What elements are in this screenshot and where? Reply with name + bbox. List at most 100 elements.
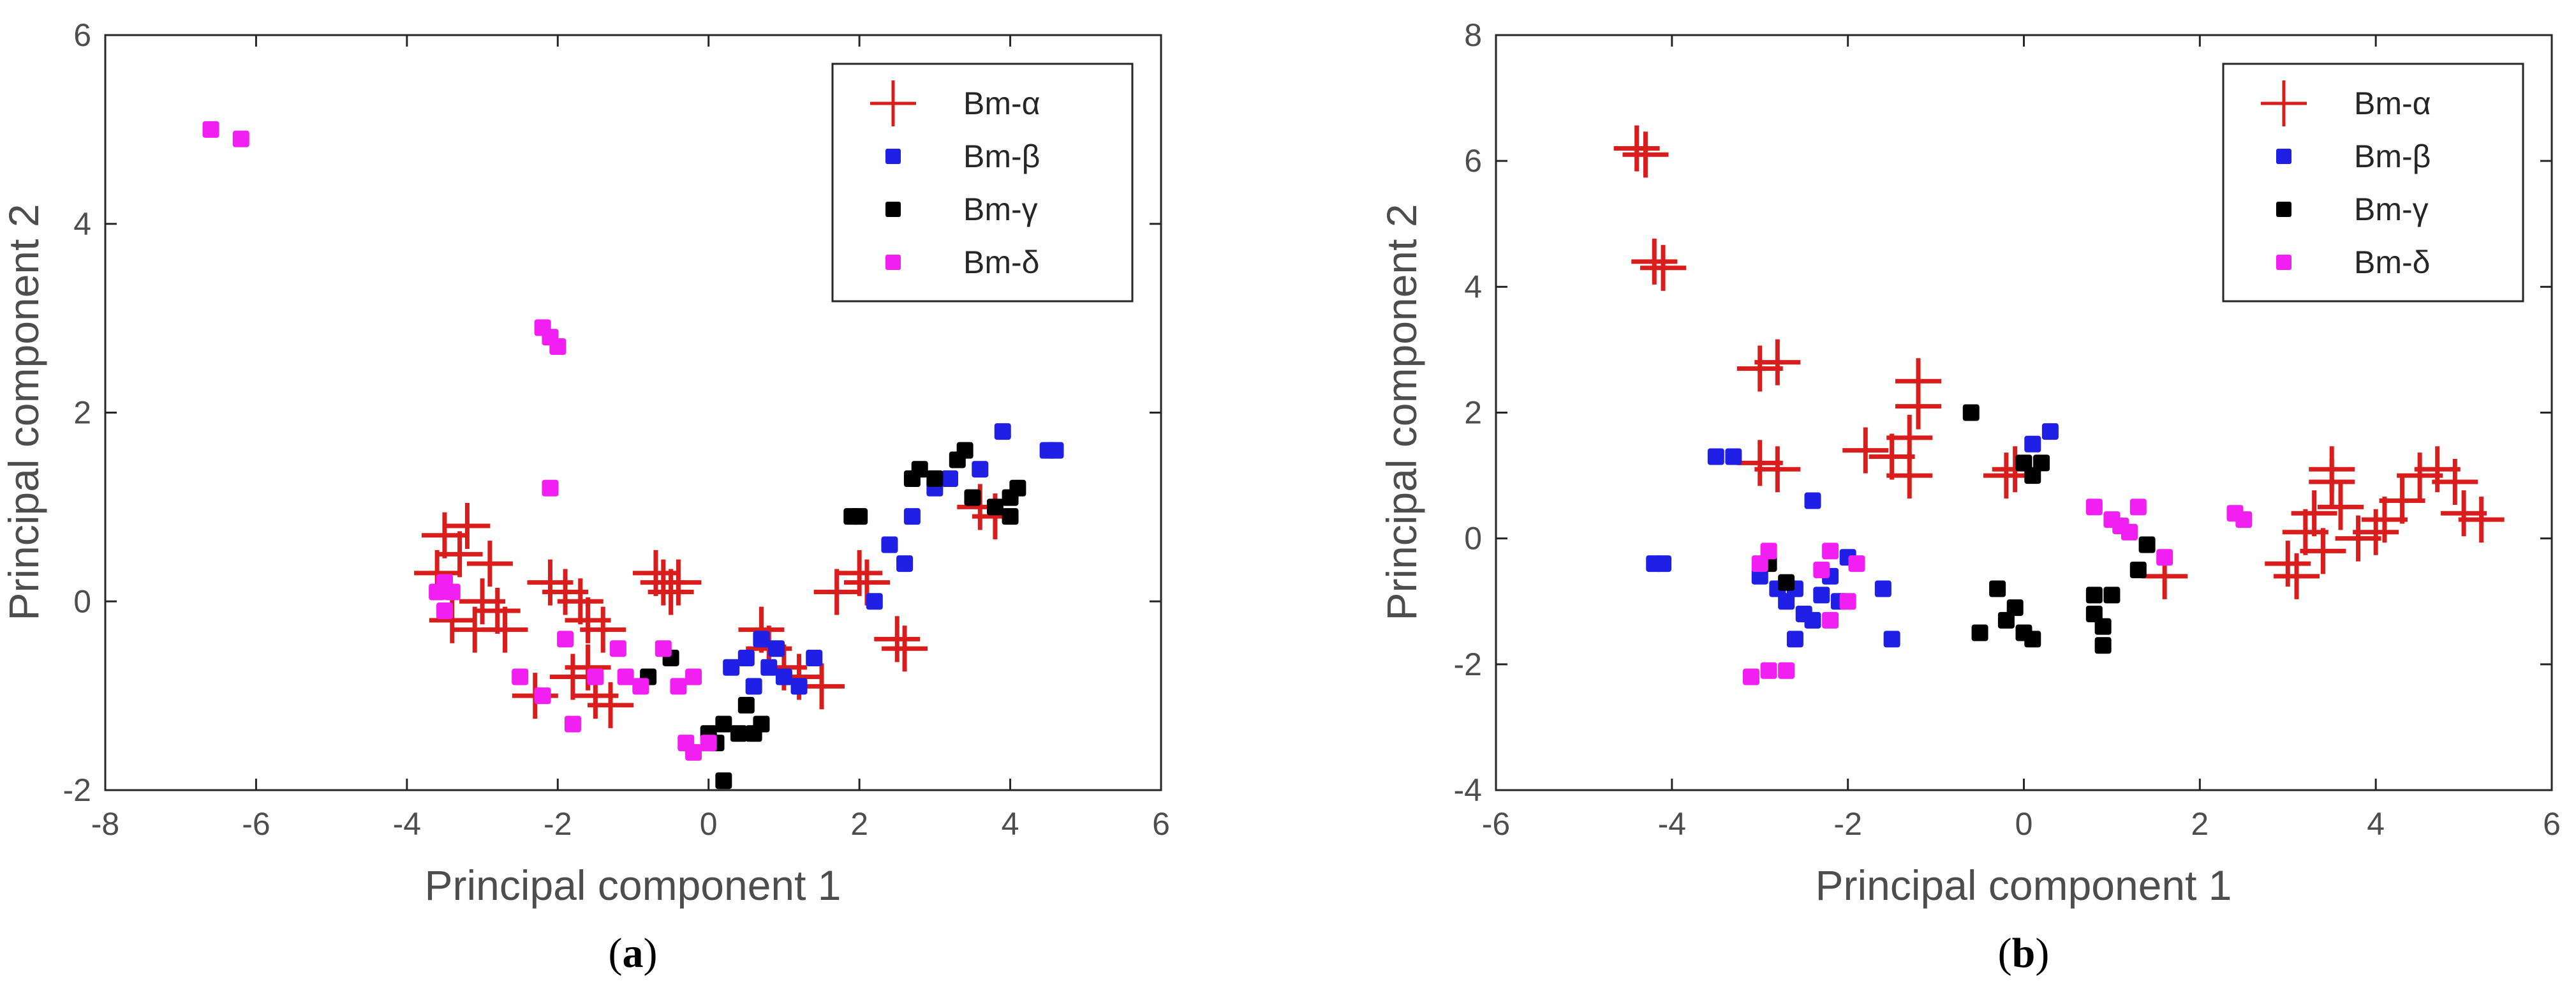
point-alpha-b-22 — [2309, 446, 2355, 493]
y-tick-label-b-0: -4 — [1454, 772, 1482, 808]
x-tick-label-b-0: -6 — [1482, 806, 1510, 842]
point-beta-b-2 — [1707, 448, 1724, 465]
point-gamma-b-1 — [2015, 454, 2032, 472]
legend-label-delta-b: Bm-δ — [2354, 244, 2430, 280]
legend-marker-gamma-a — [885, 202, 901, 217]
point-beta-b-18 — [2041, 423, 2059, 440]
point-gamma-b-9 — [1971, 624, 1988, 641]
point-beta-b-4 — [1751, 567, 1768, 585]
point-delta-a-10 — [512, 668, 529, 685]
point-delta-a-16 — [655, 640, 672, 657]
point-alpha-a-13 — [557, 578, 603, 625]
point-beta-b-10 — [1813, 587, 1830, 604]
x-axis-label-b: Principal component 1 — [1815, 862, 2232, 909]
point-alpha-b-32 — [2458, 497, 2505, 543]
y-tick-label-b-3: 2 — [1464, 395, 1482, 431]
y-tick-label-b-2: 0 — [1464, 521, 1482, 557]
point-delta-b-5 — [1813, 561, 1830, 578]
point-alpha-b-24 — [2335, 515, 2381, 562]
point-delta-b-10 — [2085, 498, 2103, 516]
x-tick-label-a-2: -4 — [393, 806, 421, 842]
point-beta-a-14 — [972, 461, 989, 478]
point-alpha-b-25 — [2353, 509, 2399, 555]
axes-a: -8 -6 -4 -2 0 2 4 6 -2 0 2 4 6 — [63, 17, 1170, 842]
point-beta-b-15 — [1883, 631, 1900, 648]
point-gamma-b-8 — [2024, 631, 2041, 648]
y-tick-label-b-4: 4 — [1464, 269, 1482, 304]
point-alpha-a-15 — [580, 606, 626, 653]
point-gamma-b-0 — [1962, 404, 1980, 421]
x-tick-label-b-4: 2 — [2191, 806, 2209, 842]
point-alpha-b-30 — [2432, 458, 2478, 505]
point-alpha-b-20 — [2291, 490, 2337, 537]
point-delta-b-13 — [2121, 523, 2138, 541]
point-gamma-a-9 — [851, 508, 868, 525]
point-alpha-b-18 — [2274, 553, 2320, 599]
point-delta-a-23 — [617, 668, 634, 685]
point-gamma-a-16 — [986, 498, 1003, 516]
point-beta-a-15 — [994, 423, 1011, 440]
legend-marker-beta-b — [2276, 149, 2291, 164]
point-beta-a-9 — [866, 593, 883, 610]
point-alpha-a-22 — [648, 569, 694, 615]
point-alpha-a-9 — [466, 541, 513, 587]
point-gamma-b-15 — [2129, 561, 2147, 578]
legend-label-alpha-b: Bm-α — [2354, 86, 2431, 121]
x-tick-label-a-4: 0 — [700, 806, 718, 842]
point-alpha-b-17 — [2265, 541, 2311, 587]
point-beta-a-0 — [723, 659, 740, 676]
point-alpha-b-33 — [2300, 528, 2346, 574]
legend-marker-alpha-b — [2261, 80, 2307, 126]
point-delta-a-5 — [542, 479, 559, 497]
point-alpha-b-3 — [1640, 244, 1687, 291]
point-alpha-b-7 — [1754, 446, 1801, 493]
point-alpha-b-9 — [1869, 433, 1915, 480]
point-alpha-b-23 — [2318, 484, 2364, 530]
legend-marker-delta-b — [2276, 255, 2291, 270]
point-delta-a-17 — [670, 678, 687, 695]
caption-b: (b) — [1998, 930, 2050, 976]
x-tick-label-b-6: 6 — [2543, 806, 2561, 842]
point-beta-b-6 — [1778, 593, 1795, 610]
point-gamma-a-5 — [753, 715, 770, 733]
point-gamma-a-18 — [1009, 479, 1026, 497]
x-tick-label-a-3: -2 — [544, 806, 572, 842]
data-marks-a — [202, 121, 1064, 789]
point-beta-b-17 — [2024, 435, 2041, 453]
point-alpha-b-27 — [2379, 477, 2425, 524]
legend-a: Bm-α Bm-β Bm-γ Bm-δ — [831, 63, 1134, 303]
legend-label-gamma-b: Bm-γ — [2354, 191, 2429, 227]
point-beta-a-2 — [745, 678, 762, 695]
x-tick-label-a-6: 4 — [1002, 806, 1019, 842]
x-tick-label-a-7: 6 — [1152, 806, 1170, 842]
point-beta-a-4 — [768, 640, 785, 657]
point-beta-b-3 — [1725, 448, 1742, 465]
point-delta-b-4 — [1760, 542, 1777, 560]
point-gamma-b-3 — [2033, 454, 2050, 472]
x-tick-label-b-3: 0 — [2015, 806, 2033, 842]
point-alpha-a-23 — [655, 559, 702, 606]
point-beta-a-7 — [806, 649, 823, 666]
point-alpha-a-18 — [588, 682, 634, 728]
point-alpha-b-12 — [1895, 358, 1941, 405]
point-delta-a-1 — [232, 130, 249, 147]
point-gamma-b-10 — [2085, 605, 2103, 622]
point-delta-a-22 — [557, 631, 574, 648]
point-beta-b-16 — [1804, 492, 1821, 509]
point-delta-a-0 — [202, 121, 219, 138]
point-gamma-b-18 — [1778, 574, 1795, 591]
point-delta-a-14 — [609, 640, 626, 657]
caption-letter-a: a — [623, 930, 644, 976]
x-tick-label-a-5: 2 — [850, 806, 868, 842]
legend-b: Bm-α Bm-β Bm-γ Bm-δ — [2222, 63, 2524, 303]
point-alpha-b-4 — [1736, 345, 1783, 392]
point-gamma-a-12 — [926, 470, 944, 488]
x-axis-label-a: Principal component 1 — [424, 862, 841, 909]
point-beta-a-3 — [760, 659, 778, 676]
point-alpha-b-2 — [1631, 238, 1678, 285]
point-beta-b-14 — [1874, 580, 1891, 597]
point-beta-a-10 — [881, 536, 898, 553]
point-alpha-b-29 — [2414, 446, 2461, 493]
point-alpha-b-0 — [1613, 125, 1660, 172]
